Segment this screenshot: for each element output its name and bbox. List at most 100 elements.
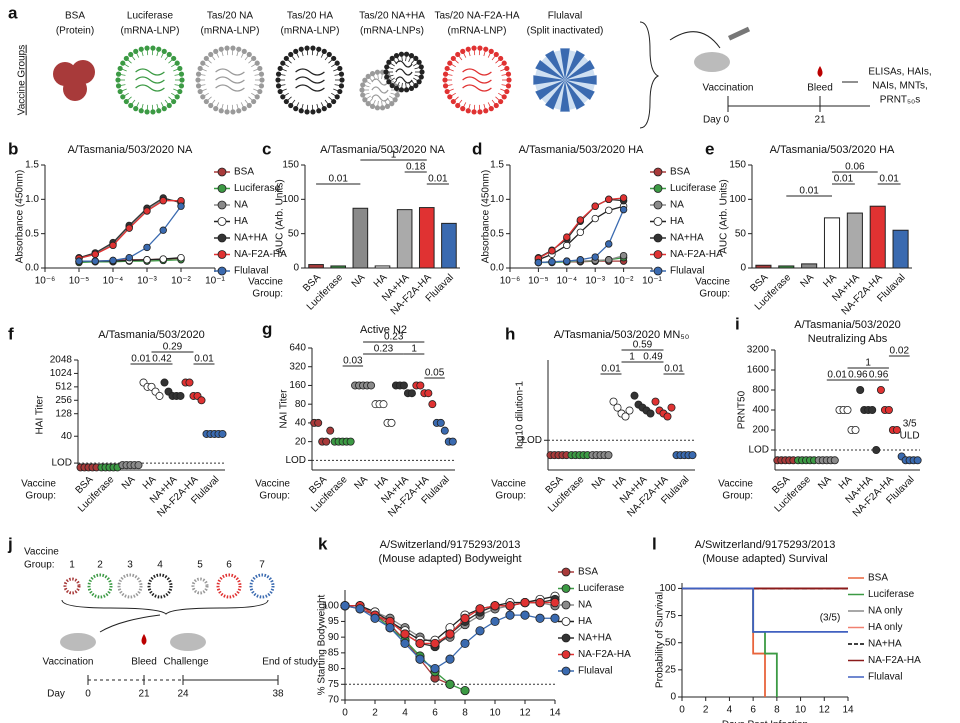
lipid-tail	[334, 74, 340, 76]
panel-letter: l	[652, 534, 657, 553]
annotation: (3/5)	[820, 613, 841, 624]
survival-curve	[682, 587, 778, 697]
x-tick-label: 2	[703, 705, 709, 716]
lipid-tail	[173, 88, 179, 92]
lipid-tail	[320, 52, 324, 58]
point	[619, 194, 628, 202]
lipid-tail	[204, 92, 209, 97]
panel-letter: i	[735, 314, 740, 333]
chart-title: A/Switzerland/9175293/2013	[695, 539, 836, 551]
legend-marker	[217, 217, 227, 226]
lipid-tail	[447, 84, 453, 86]
group-label: Vaccine	[718, 479, 753, 490]
category-label: NA	[816, 474, 834, 492]
y-tick-label: 1024	[50, 368, 73, 379]
lipid	[138, 46, 144, 52]
legend-marker	[653, 233, 663, 243]
y-tick-label: 100	[282, 194, 299, 205]
legend-label: NA+HA	[578, 633, 612, 644]
x-tick-label: 12	[819, 705, 831, 716]
panel-letter: a	[8, 3, 18, 22]
point	[621, 412, 630, 421]
y-tick-label: LOD	[521, 435, 542, 446]
x-tick-label: 8	[774, 705, 780, 716]
x-tick-label: 4	[727, 705, 733, 716]
point	[185, 378, 194, 387]
lipid-tail	[211, 99, 216, 105]
lipid-tail	[121, 68, 127, 72]
lipid-tail	[369, 98, 374, 103]
point	[460, 685, 470, 696]
lipid	[383, 69, 389, 75]
x-tick-label: 10⁻¹	[205, 276, 225, 287]
y-tick-label: 400	[752, 405, 769, 416]
lipid-tail	[244, 55, 249, 61]
lipid	[177, 88, 183, 95]
legend-label: NA+HA	[234, 233, 268, 244]
y-tick-label: 800	[752, 385, 769, 396]
point	[91, 257, 99, 265]
lipid	[277, 88, 283, 95]
lipid	[246, 51, 252, 58]
lipid	[179, 77, 185, 83]
legend-marker	[653, 167, 663, 177]
point	[688, 451, 697, 460]
x-tick-label: 10⁻³	[585, 276, 605, 287]
lipid	[200, 60, 206, 66]
brace	[639, 21, 660, 129]
lipid-tail	[501, 84, 507, 86]
chart-subtitle: (Mouse adapted) Survival	[702, 553, 827, 565]
point	[667, 403, 676, 412]
lipid-tail	[483, 51, 486, 57]
lipid	[384, 64, 390, 70]
lipid	[493, 102, 499, 109]
y-tick-label: 90	[328, 632, 340, 643]
legend-label: NA-F2A-HA	[578, 649, 631, 660]
point	[856, 385, 865, 394]
p-value: 0.49	[643, 352, 663, 363]
side-label: Vaccine Groups	[17, 45, 28, 115]
panel-letter: j	[7, 534, 13, 553]
lipid	[288, 102, 294, 109]
lipid-tail	[498, 92, 503, 97]
p-value: 0.59	[633, 340, 653, 351]
lipid	[174, 60, 180, 66]
lipid-tail	[487, 102, 491, 108]
y-tick-label: 100	[322, 600, 339, 611]
legend-label: BSA	[234, 167, 254, 178]
lipid	[120, 60, 126, 66]
point	[125, 254, 133, 262]
lipid-tail	[401, 82, 403, 88]
lipid	[477, 109, 483, 115]
lipid-tail	[248, 96, 253, 101]
lipid	[460, 106, 466, 112]
lipid-tail	[221, 103, 224, 109]
group-label: Group:	[259, 491, 290, 502]
lipid	[156, 108, 162, 114]
legend-marker	[561, 617, 571, 626]
point	[605, 195, 613, 204]
chart-title: A/Tasmania/503/2020 HA	[519, 144, 644, 156]
point	[370, 613, 380, 623]
point	[884, 405, 893, 414]
legend-marker	[653, 184, 663, 193]
group-name: Luciferase	[127, 11, 174, 22]
x-tick-label: 12	[519, 708, 531, 719]
legend-label: BSA	[670, 167, 690, 178]
lipid-tail	[451, 63, 456, 68]
group-name: Tas/20 NA+HA	[359, 11, 425, 22]
y-tick-label: 50	[288, 228, 300, 239]
lipid	[258, 83, 265, 89]
group-label: Group:	[252, 289, 283, 300]
lipid-tail	[171, 92, 176, 97]
lipid	[392, 97, 398, 103]
legend-marker	[653, 200, 663, 210]
lipid	[178, 83, 185, 89]
group-number: 4	[157, 560, 163, 571]
lipid	[374, 105, 381, 111]
lipid	[362, 97, 368, 103]
point	[400, 638, 410, 649]
lipid	[413, 55, 419, 61]
point	[520, 610, 530, 620]
icon	[216, 573, 242, 599]
